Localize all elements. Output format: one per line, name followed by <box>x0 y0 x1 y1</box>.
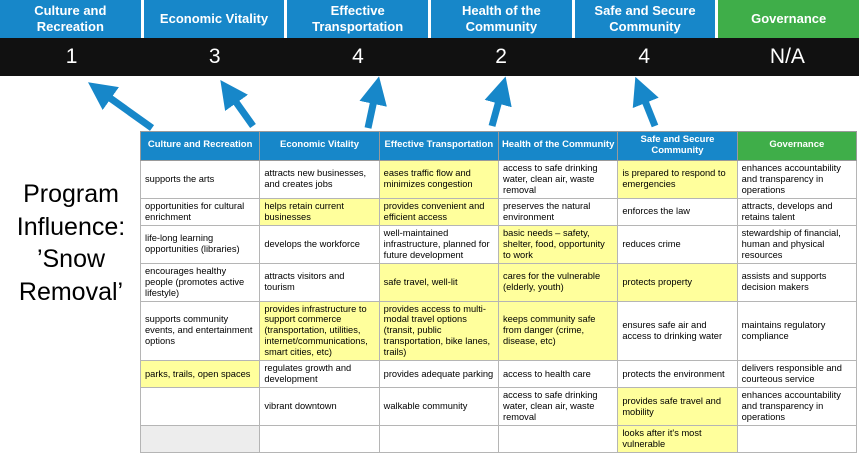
column-header-safe-and-secure-community: Safe and Secure Community <box>617 131 738 161</box>
cell: looks after it's most vulnerable <box>617 425 738 454</box>
cell: encourages healthy people (promotes acti… <box>139 262 261 302</box>
table-row: looks after it's most vulnerable <box>139 425 858 454</box>
cell <box>736 425 858 454</box>
cell: provides access to multi-modal travel op… <box>378 300 499 362</box>
cell: keeps community safe from danger (crime,… <box>497 300 619 362</box>
cell: cares for the vulnerable (elderly, youth… <box>497 262 619 302</box>
cell: provides safe travel and mobility <box>617 387 738 427</box>
page-title: Program Influence: ’Snow Removal’ <box>16 180 126 306</box>
banner-governance: Governance <box>718 0 859 38</box>
cell: opportunities for cultural enrichment <box>139 197 261 226</box>
column-header-governance: Governance <box>736 131 858 161</box>
cell: access to safe drinking water, clean air… <box>497 159 619 199</box>
score-health-of-the-community: 2 <box>495 45 507 68</box>
influence-table-wrap: Culture and Recreation Economic Vitality E… <box>139 131 858 454</box>
score-culture-and-recreation: 1 <box>65 45 78 68</box>
cell: maintains regulatory compliance <box>736 300 858 362</box>
table-row: supports the arts attracts new businesses… <box>139 159 858 199</box>
priority-banner: Culture and Recreation Economic Vitality E… <box>0 0 859 38</box>
influence-table: Culture and Recreation Economic Vitality E… <box>139 131 858 454</box>
banner-safe-and-secure-community: Safe and Secure Community <box>574 0 716 38</box>
cell: safe travel, well-lit <box>378 262 499 302</box>
cell <box>139 387 261 427</box>
table-row: supports community events, and entertain… <box>139 300 858 362</box>
column-header-economic-vitality: Economic Vitality <box>259 131 380 161</box>
cell: ensures safe air and access to drinking … <box>617 300 738 362</box>
cell: attracts visitors and tourism <box>259 262 380 302</box>
cell: enhances accountability and transparency… <box>736 159 858 199</box>
banner-culture-and-recreation: Culture and Recreation <box>0 0 141 38</box>
banner-economic-vitality: Economic Vitality <box>143 0 285 38</box>
cell: assists and supports decision makers <box>736 262 858 302</box>
cell <box>497 425 619 454</box>
header-row: Culture and Recreation Economic Vitality E… <box>139 131 858 161</box>
cell: enforces the law <box>617 197 738 226</box>
influence-table-head: Culture and Recreation Economic Vitality E… <box>139 131 858 161</box>
cell: stewardship of financial, human and phys… <box>736 224 858 264</box>
cell: eases traffic flow and minimizes congest… <box>378 159 499 199</box>
table-row: opportunities for cultural enrichment hel… <box>139 197 858 226</box>
table-row: parks, trails, open spaces regulates grow… <box>139 360 858 389</box>
cell: preserves the natural environment <box>497 197 619 226</box>
cell: access to health care <box>497 360 619 389</box>
cell: supports the arts <box>139 159 261 199</box>
cell: basic needs – safety, shelter, food, opp… <box>497 224 619 264</box>
score-bar: 1 3 4 2 4 N/A <box>0 38 859 76</box>
cell: provides infrastructure to support comme… <box>259 300 380 362</box>
cell <box>378 425 499 454</box>
cell: attracts, develops and retains talent <box>736 197 858 226</box>
banner-health-of-the-community: Health of the Community <box>431 0 572 38</box>
cell: life-long learning opportunities (librar… <box>139 224 261 264</box>
banner-effective-transportation: Effective Transportation <box>287 0 428 38</box>
score-governance: N/A <box>769 45 805 68</box>
cell: enhances accountability and transparency… <box>736 387 858 427</box>
cell: regulates growth and development <box>259 360 380 389</box>
cell: protects the environment <box>617 360 738 389</box>
cell: access to safe drinking water, clean air… <box>497 387 619 427</box>
cell: provides adequate parking <box>378 360 499 389</box>
cell <box>139 425 261 454</box>
score-safe-and-secure-community: 4 <box>638 45 651 68</box>
column-header-health-of-the-community: Health of the Community <box>497 131 619 161</box>
column-header-culture-and-recreation: Culture and Recreation <box>139 131 261 161</box>
cell: develops the workforce <box>259 224 380 264</box>
column-header-effective-transportation: Effective Transportation <box>378 131 499 161</box>
cell: well-maintained infrastructure, planned … <box>378 224 499 264</box>
score-economic-vitality: 3 <box>208 45 221 68</box>
cell: delivers responsible and courteous servi… <box>736 360 858 389</box>
cell: helps retain current businesses <box>259 197 380 226</box>
table-row: life-long learning opportunities (librar… <box>139 224 858 264</box>
table-row: encourages healthy people (promotes acti… <box>139 262 858 302</box>
cell: reduces crime <box>617 224 738 264</box>
cell: vibrant downtown <box>259 387 380 427</box>
cell: supports community events, and entertain… <box>139 300 261 362</box>
cell: parks, trails, open spaces <box>139 360 261 389</box>
cell: is prepared to respond to emergencies <box>617 159 738 199</box>
influence-table-body: supports the arts attracts new businesses… <box>139 159 858 454</box>
cell: protects property <box>617 262 738 302</box>
score-arrows <box>88 76 659 131</box>
cell: attracts new businesses, and creates job… <box>259 159 380 199</box>
cell: provides convenient and efficient access <box>378 197 499 226</box>
score-effective-transportation: 4 <box>352 45 364 68</box>
cell <box>259 425 380 454</box>
table-row: vibrant downtown walkable community access… <box>139 387 858 427</box>
arrow-icon <box>88 76 659 131</box>
cell: walkable community <box>378 387 499 427</box>
